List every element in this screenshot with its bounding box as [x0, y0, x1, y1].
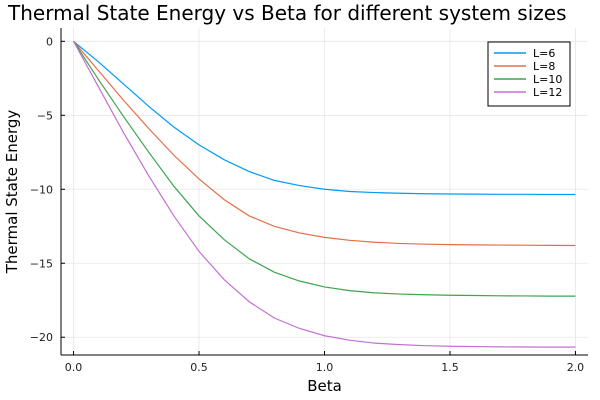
y-tick-label-2: −10 — [30, 183, 53, 196]
legend: L=6L=8L=10L=12 — [487, 41, 571, 107]
legend-label-1: L=8 — [533, 60, 555, 73]
legend-label-2: L=10 — [533, 73, 562, 86]
legend-label-0: L=6 — [533, 47, 555, 60]
x-axis-label: Beta — [307, 377, 342, 395]
y-tick-label-3: −15 — [30, 257, 53, 270]
series-line-l10 — [73, 40, 576, 297]
y-tick-label-4: −20 — [30, 331, 53, 344]
series-line-l12 — [73, 41, 576, 348]
x-tick-label-3: 1.5 — [441, 361, 459, 374]
x-tick-label-0: 0.0 — [65, 361, 83, 374]
x-tick-label-2: 1.0 — [316, 361, 334, 374]
chart-title: Thermal State Energy vs Beta for differe… — [7, 1, 567, 25]
y-axis-label: Thermal State Energy — [3, 110, 21, 275]
series-layer — [73, 40, 576, 348]
ticks: 0.0 0.5 1.0 1.5 2.0 0 −5 −10 −15 −20 — [30, 35, 584, 374]
series-line-l6 — [73, 40, 576, 196]
x-tick-label-1: 0.5 — [190, 361, 208, 374]
x-tick-label-4: 2.0 — [567, 361, 585, 374]
series-line-l8 — [73, 40, 576, 247]
y-tick-label-0: 0 — [46, 35, 53, 48]
legend-label-3: L=12 — [533, 86, 562, 99]
grid — [61, 28, 588, 355]
y-tick-label-1: −5 — [37, 109, 53, 122]
